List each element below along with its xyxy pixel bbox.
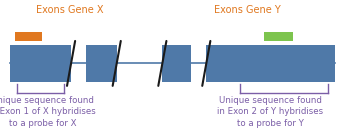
Text: Unique sequence found
in Exon 1 of X hybridises
to a probe for X: Unique sequence found in Exon 1 of X hyb… xyxy=(0,96,96,128)
Bar xyxy=(206,45,335,82)
Text: Exons Gene X: Exons Gene X xyxy=(36,5,103,15)
Bar xyxy=(86,45,117,82)
Bar xyxy=(162,45,191,82)
Bar xyxy=(264,32,293,41)
Bar xyxy=(10,45,71,82)
Text: Exons Gene Y: Exons Gene Y xyxy=(214,5,280,15)
Bar xyxy=(15,32,42,41)
Text: Unique sequence found
in Exon 2 of Y hybridises
to a probe for Y: Unique sequence found in Exon 2 of Y hyb… xyxy=(217,96,324,128)
